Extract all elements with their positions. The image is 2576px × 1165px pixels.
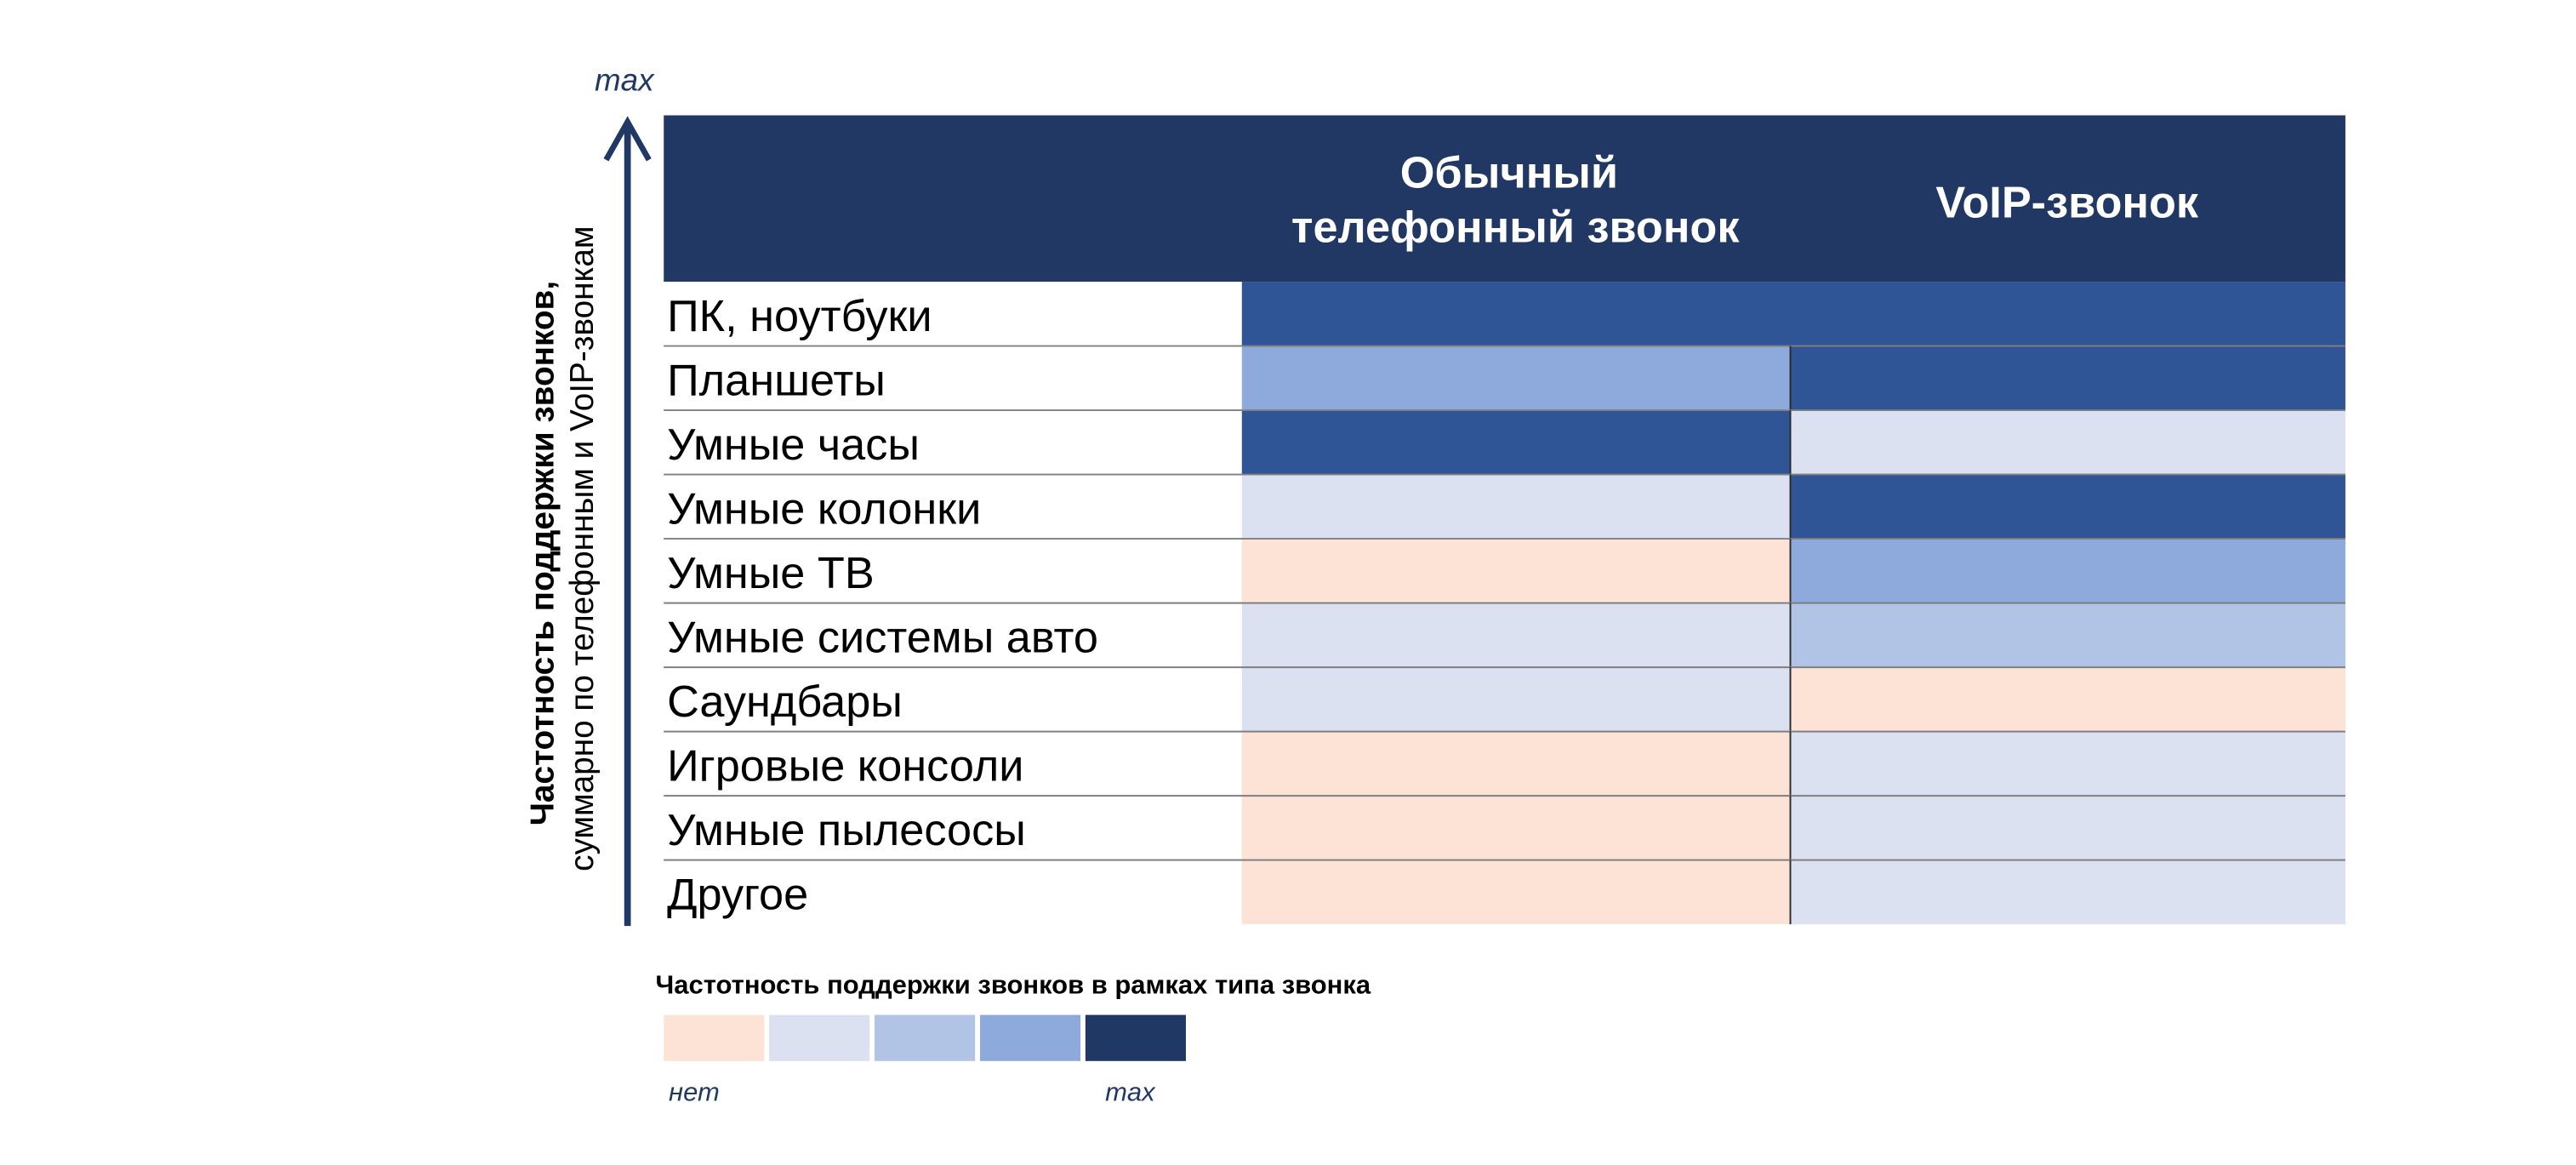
heatmap-cell [1242, 346, 1791, 411]
heatmap-cell [1242, 539, 1791, 603]
legend-title: Частотность поддержки звонков в рамках т… [656, 969, 1371, 999]
legend-min-label: нет [669, 1076, 720, 1106]
y-axis-title-bold: Частотность поддержки звонков, [525, 281, 561, 825]
legend-swatch [664, 1015, 764, 1061]
heatmap-cell [1790, 603, 2345, 668]
legend-swatch [1086, 1015, 1186, 1061]
heatmap-cell [1790, 667, 2345, 732]
heatmap-cell [1242, 667, 1791, 732]
heatmap-cell [1242, 796, 1791, 860]
heatmap-cell [1242, 410, 1791, 475]
row-label: Умные системы авто [667, 614, 1098, 663]
row-label: Умные ТВ [667, 549, 875, 598]
row-label: Умные часы [667, 420, 920, 470]
legend-swatch [769, 1015, 869, 1061]
row-label: ПК, ноутбуки [667, 292, 932, 341]
y-axis-title: Частотность поддержки звонков, суммарно … [525, 226, 601, 871]
y-axis-arrow [606, 122, 648, 926]
svg-text:Частотность поддержки звонков,: Частотность поддержки звонков, суммарно … [525, 226, 601, 871]
row-label: Игровые консоли [667, 742, 1023, 791]
heatmap-cell [1242, 475, 1791, 540]
row-label: Саундбары [667, 677, 903, 727]
heatmap-cell [1242, 732, 1791, 797]
column-header-voip: VoIP-звонок [1935, 179, 2199, 228]
heatmap-cell [1242, 603, 1791, 668]
heatmap-cell [1242, 282, 2345, 346]
legend-max-label: max [1105, 1076, 1156, 1106]
legend-swatch [980, 1015, 1080, 1061]
heatmap-cell [1790, 796, 2345, 860]
heatmap-cell [1790, 346, 2345, 411]
row-label: Другое [667, 871, 808, 920]
heatmap-cell [1790, 539, 2345, 603]
row-label: Планшеты [667, 357, 886, 406]
row-label: Умные колонки [667, 485, 981, 534]
legend-swatches [664, 1015, 1186, 1061]
heatmap-cell [1790, 410, 2345, 475]
heatmap-cell [1790, 475, 2345, 540]
row-label: Умные пылесосы [667, 806, 1026, 855]
y-axis-max-label: max [595, 62, 655, 97]
heatmap-cell [1242, 860, 1791, 925]
row-labels: ПК, ноутбуки Планшеты Умные часы Умные коло… [667, 292, 1098, 920]
y-axis-title-normal: суммарно по телефонным и VoIP-звонкам [564, 226, 601, 871]
heatmap-cell [1790, 860, 2345, 925]
column-header-phone-line1: Обычный [1400, 149, 1618, 198]
column-header-phone-line2: телефонный звонок [1291, 203, 1740, 253]
legend-swatch [875, 1015, 975, 1061]
heatmap-cell [1790, 732, 2345, 797]
